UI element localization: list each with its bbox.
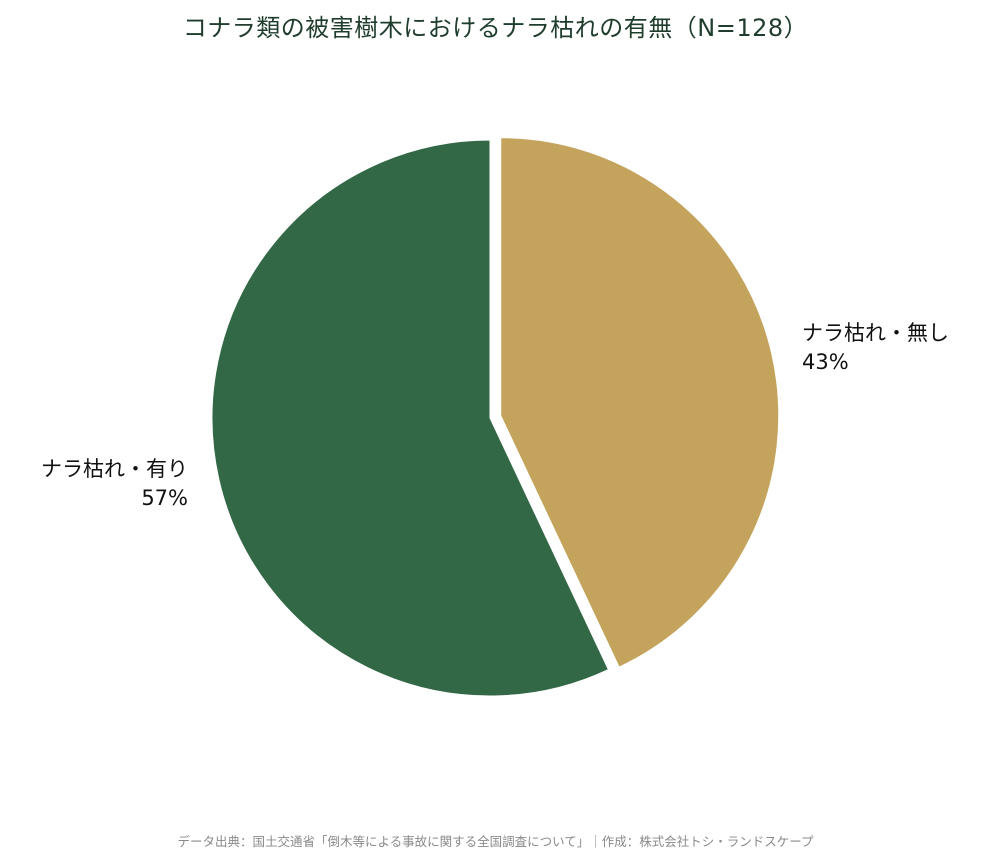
slice-label-nara-ari: ナラ枯れ・有り 57% xyxy=(0,455,188,513)
slice-label-text: ナラ枯れ・有り xyxy=(41,457,188,481)
pie-slice-nara-ari xyxy=(211,139,610,697)
chart-title: コナラ類の被害樹木におけるナラ枯れの有無（N=128） xyxy=(182,14,809,42)
slice-label-percent: 57% xyxy=(141,486,188,510)
slice-label-percent: 43% xyxy=(802,350,849,374)
source-note: データ出典：国土交通省「倒木等による事故に関する全国調査について」｜作成：株式会… xyxy=(177,834,814,849)
slice-label-nara-nashi: ナラ枯れ・無し 43% xyxy=(802,319,949,377)
pie-slice-nara-nashi xyxy=(500,137,780,668)
slice-label-text: ナラ枯れ・無し xyxy=(802,321,949,345)
